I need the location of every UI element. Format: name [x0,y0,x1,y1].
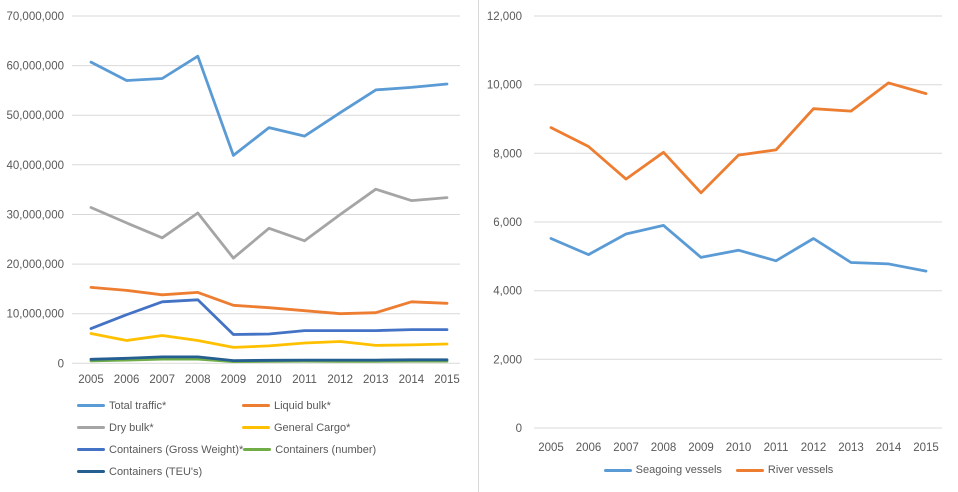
cargo-traffic-chart: 0 10,000,000 20,000,000 30,000,000 40,000,00… [6,11,460,487]
legend-label: Seagoing vessels [635,464,722,476]
legend-swatch [243,448,272,451]
x-axis-tick-label: 2014 [876,442,902,454]
y-axis-tick-label: 60,000,000 [6,61,64,73]
legend-label: Containers (Gross Weight)* [109,443,244,456]
legend-swatch [242,426,270,429]
x-axis-tick-label: 2012 [327,374,353,386]
series-line-total-traffic [89,54,449,157]
x-axis-tick-label: 2013 [363,374,389,386]
legend-label: Dry bulk* [109,421,154,434]
series-line-seagoing-vessels [549,223,928,273]
cargo-traffic-legend: Total traffic* Liquid bulk* Dry bulk* Gener… [77,399,408,487]
x-axis-tick-label: 2006 [114,374,140,386]
y-axis-tick-label: 50,000,000 [6,110,64,122]
x-axis-tick-label: 2014 [399,374,425,386]
y-axis-tick-label: 6,000 [493,217,522,229]
cargo-traffic-chart-canvas: 0 10,000,000 20,000,000 30,000,000 40,000,00… [6,11,460,386]
legend-row: Containers (TEU's) [77,465,408,478]
legend-label: General Cargo* [274,421,351,434]
x-axis-tick-label: 2015 [913,442,939,454]
x-axis-tick-label: 2015 [434,374,460,386]
legend-row: Seagoing vessels River vessels [603,464,834,476]
x-axis-tick-label: 2005 [538,442,564,454]
y-axis-tick-label: 2,000 [493,354,522,366]
x-axis-tick-label: 2008 [651,442,677,454]
x-axis-tick-label: 2011 [292,374,317,386]
legend-label: Liquid bulk* [274,399,331,412]
legend-label: River vessels [767,464,834,476]
x-axis-tick-label: 2012 [801,442,827,454]
x-axis-tick-label: 2005 [78,374,104,386]
legend-item-seagoing-vessels: Seagoing vessels [603,464,722,476]
legend-label: Containers (number) [275,443,377,456]
legend-item-containers-teu-s: Containers (TEU's) [77,466,242,478]
legend-item-liquid-bulk: Liquid bulk* [242,400,407,412]
legend-swatch [77,470,105,473]
legend-item-total-traffic: Total traffic* [77,400,242,412]
series-line-containers-gross-weight [89,298,449,336]
y-axis-tick-label: 12,000 [487,11,522,23]
legend-label: Total traffic* [109,399,167,412]
y-axis-tick-label: 20,000,000 [6,259,64,271]
y-axis-tick-label: 0 [516,423,522,435]
y-axis-tick-label: 4,000 [493,286,522,298]
y-axis-tick-label: 0 [58,358,64,370]
chart-divider [478,0,479,492]
x-axis-tick-label: 2007 [613,442,639,454]
legend-label: Containers (TEU's) [109,465,203,478]
y-axis-tick-label: 30,000,000 [6,210,64,222]
legend-swatch [242,404,270,407]
series-line-liquid-bulk [89,285,449,316]
vessels-chart-canvas: 0 2,000 4,000 6,000 8,000 10,000 12,000 2005 200… [487,11,942,454]
legend-item-river-vessels: River vessels [735,464,834,476]
x-axis-tick-label: 2010 [726,442,752,454]
y-axis-tick-label: 8,000 [493,148,522,160]
series-line-river-vessels [549,81,928,195]
legend-item-containers-number: Containers (number) [243,444,408,456]
legend-row: Total traffic* Liquid bulk* [77,399,408,412]
legend-swatch [77,448,105,451]
legend-swatch [603,468,632,472]
x-axis-tick-label: 2013 [838,442,864,454]
legend-item-containers-gross-weight: Containers (Gross Weight)* [77,444,243,456]
x-axis-tick-label: 2010 [256,374,282,386]
series-line-dry-bulk [89,187,449,260]
x-axis-tick-label: 2008 [185,374,211,386]
x-axis-tick-label: 2006 [576,442,602,454]
legend-item-dry-bulk: Dry bulk* [77,422,242,434]
x-axis-tick-label: 2009 [221,374,247,386]
vessels-legend: Seagoing vessels River vessels [479,464,958,476]
y-axis-tick-label: 40,000,000 [6,160,64,172]
legend-swatch [735,468,764,472]
legend-item-general-cargo: General Cargo* [242,422,407,434]
legend-swatch [77,426,105,429]
x-axis-tick-label: 2009 [688,442,714,454]
series-line-containers-teu-s [89,355,449,363]
y-axis-tick-label: 10,000,000 [6,309,64,321]
legend-swatch [77,404,105,407]
y-axis-tick-label: 70,000,000 [6,11,64,23]
x-axis-tick-label: 2007 [149,374,175,386]
x-axis-tick-label: 2011 [764,442,789,454]
y-axis-tick-label: 10,000 [487,80,522,92]
legend-row: Containers (Gross Weight)* Containers (nu… [77,443,408,456]
vessels-chart: 0 2,000 4,000 6,000 8,000 10,000 12,000 2005 200… [479,0,958,492]
legend-row: Dry bulk* General Cargo* [77,421,408,434]
series-line-general-cargo [89,332,449,349]
